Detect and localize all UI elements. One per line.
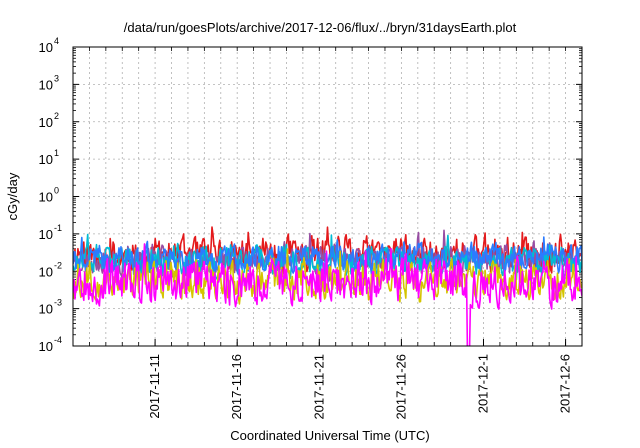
y-tick-label: 10: [39, 190, 53, 205]
y-tick-label: 10: [39, 264, 53, 279]
y-tick-exponent: 1: [54, 148, 59, 158]
plot-frame: [72, 46, 583, 347]
x-tick-label: 2017-11-21: [311, 354, 326, 420]
x-tick-label: 2017-12-1: [475, 354, 490, 413]
y-tick-exponent: 4: [54, 36, 59, 46]
x-tick-label: 2017-11-11: [147, 354, 162, 419]
y-tick-exponent: 0: [54, 186, 59, 196]
y-tick-label: 10: [39, 152, 53, 167]
x-tick-label: 2017-12-6: [558, 354, 573, 413]
y-tick-label: 10: [39, 302, 53, 317]
y-tick-label: 10: [39, 227, 53, 242]
y-axis-label: cGy/day: [5, 172, 20, 220]
y-tick-exponent: -3: [54, 298, 62, 308]
x-axis-label: Coordinated Universal Time (UTC): [230, 428, 430, 443]
y-tick-label: 10: [39, 115, 53, 130]
chart-title: /data/run/goesPlots/archive/2017-12-06/f…: [123, 20, 517, 35]
y-tick-exponent: 2: [54, 111, 59, 121]
y-tick-exponent: -1: [54, 223, 62, 233]
y-tick-label: 10: [39, 40, 53, 55]
series-group: [73, 226, 582, 346]
y-tick-exponent: -2: [54, 260, 62, 270]
x-tick-label: 2017-11-26: [393, 354, 408, 420]
y-tick-label: 10: [39, 77, 53, 92]
y-tick-label: 10: [39, 339, 53, 354]
y-tick-exponent: 3: [54, 73, 59, 83]
x-tick-label: 2017-11-16: [229, 354, 244, 420]
y-tick-exponent: -4: [54, 335, 62, 345]
series-line: [73, 243, 582, 346]
